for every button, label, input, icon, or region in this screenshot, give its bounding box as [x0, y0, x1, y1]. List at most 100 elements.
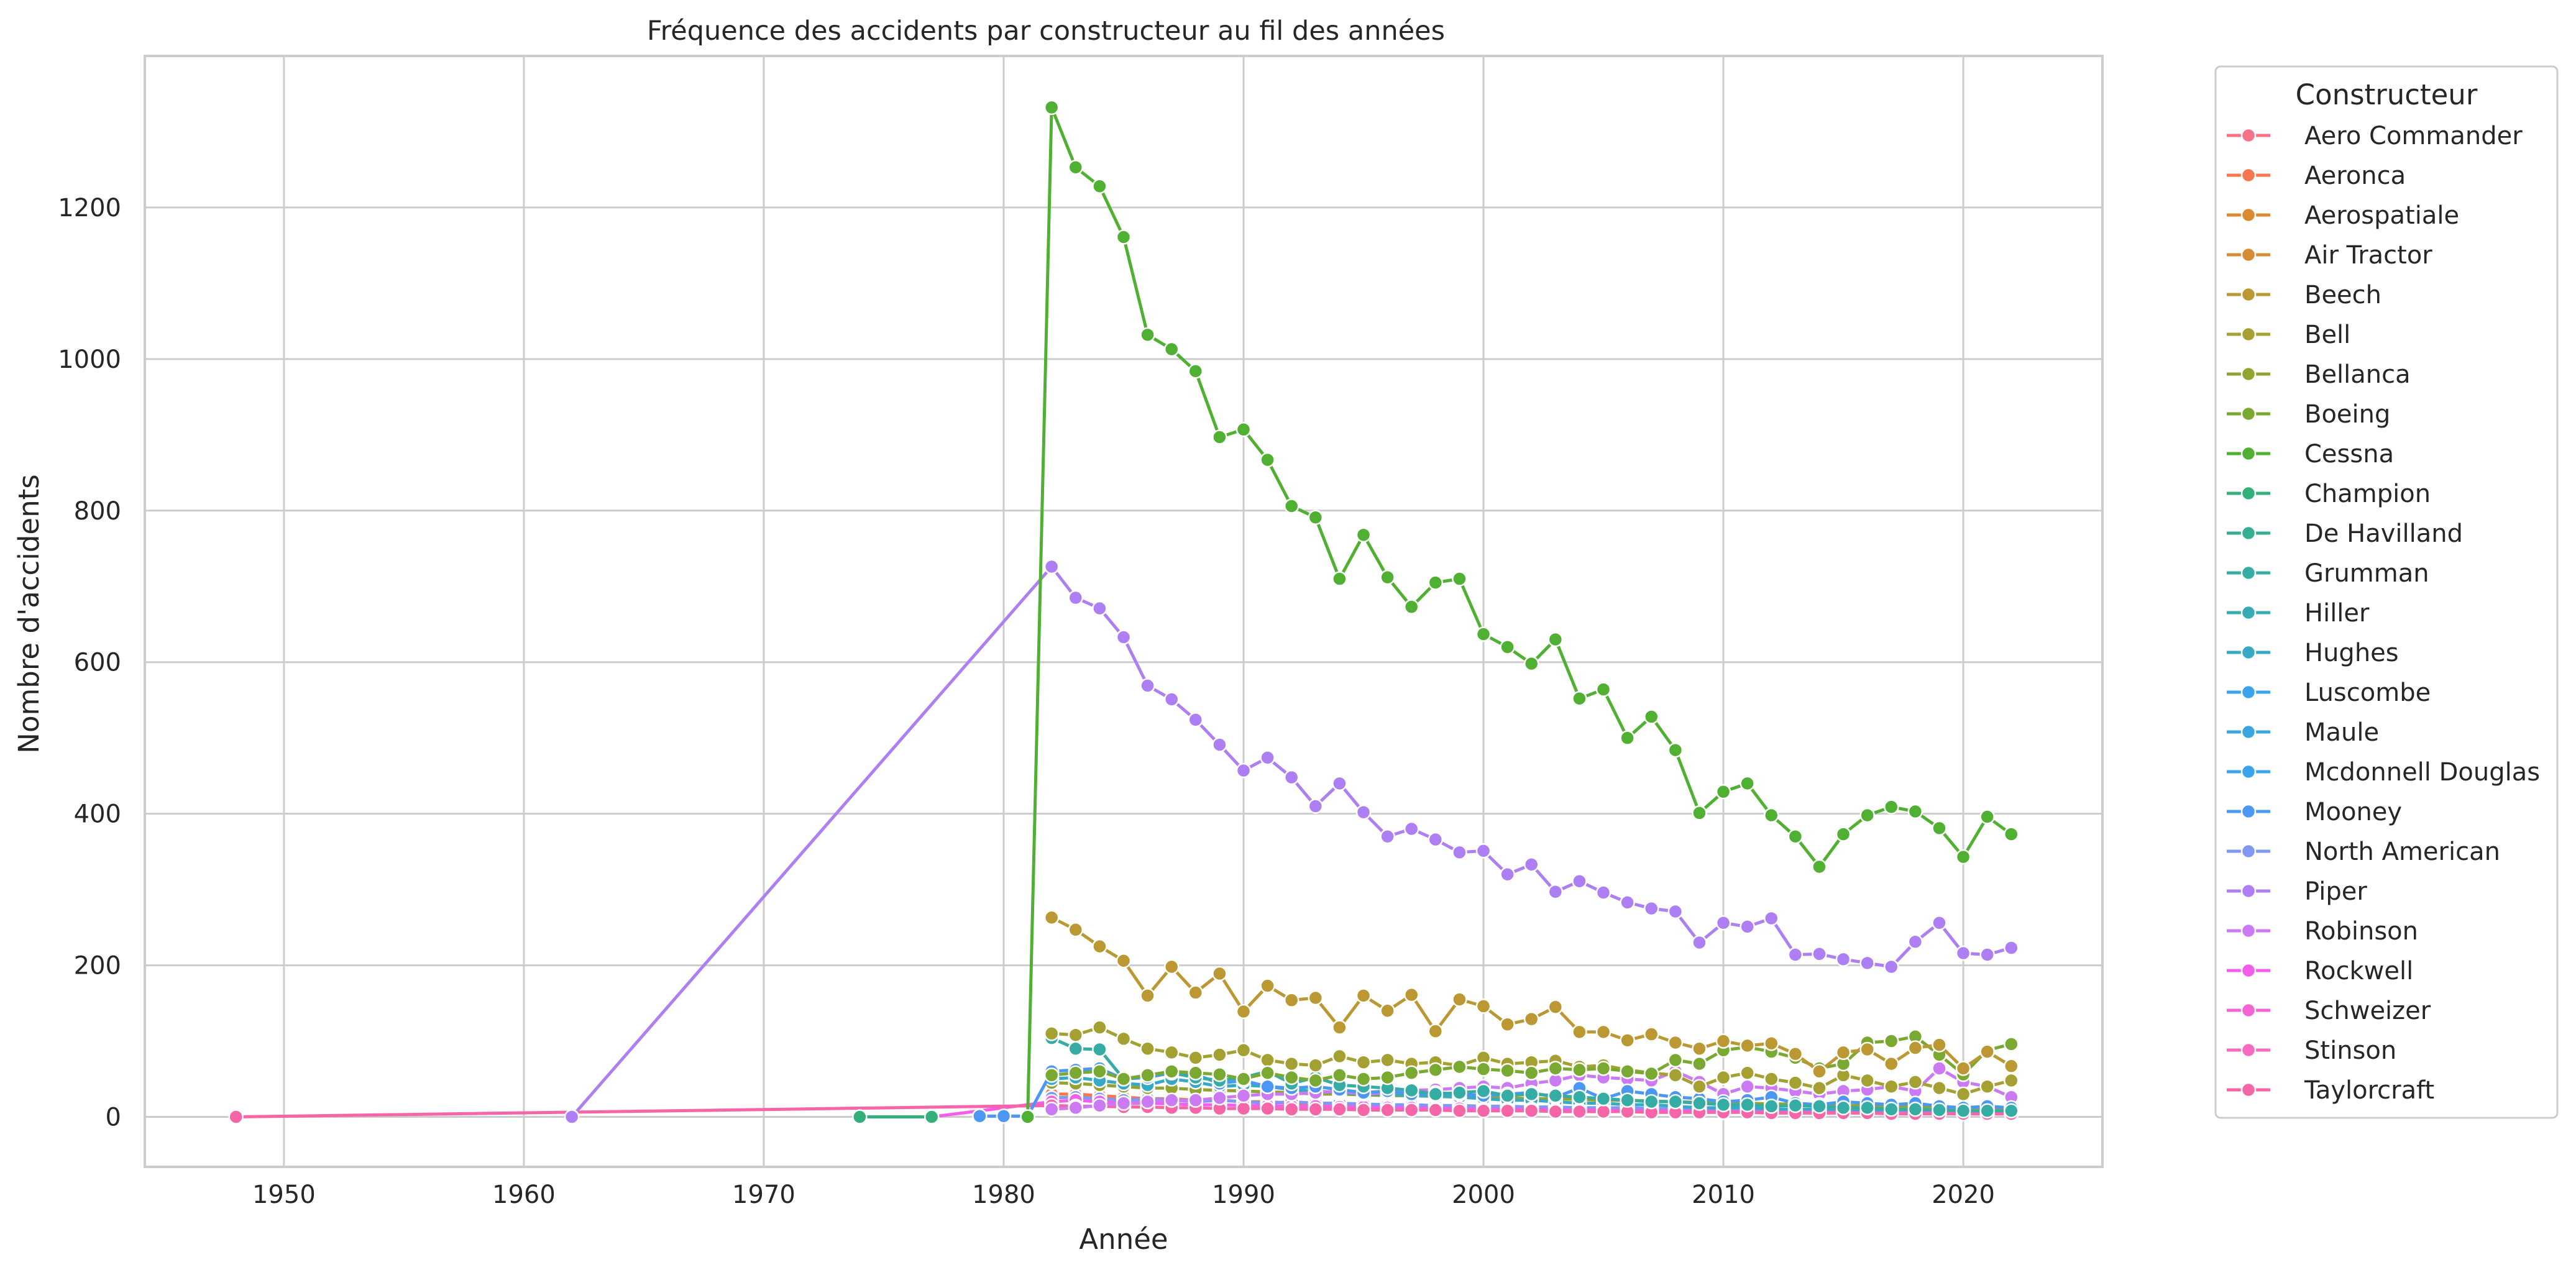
data-point [1068, 160, 1084, 175]
plot-area [145, 56, 2102, 1167]
data-point [1835, 1044, 1851, 1061]
data-point [1500, 639, 1515, 655]
data-point [1884, 1079, 1899, 1094]
data-point [1739, 1097, 1755, 1113]
data-point [1907, 1074, 1923, 1090]
data-point [1380, 828, 1395, 844]
data-point [1283, 498, 1299, 514]
data-point [1260, 1065, 1275, 1081]
series-beech [1043, 910, 2019, 1079]
data-point [1332, 571, 1347, 587]
data-point [1907, 1102, 1923, 1117]
data-point [1524, 1011, 1539, 1027]
legend-marker [2240, 883, 2257, 899]
data-point [1235, 422, 1252, 437]
data-point [1955, 1103, 1971, 1118]
data-point [1235, 1042, 1252, 1058]
data-point [1068, 590, 1084, 606]
legend-entry: North American [2227, 838, 2500, 866]
data-point [1715, 1033, 1731, 1049]
data-point [1955, 945, 1971, 961]
data-point [228, 1109, 244, 1125]
legend-marker [2240, 962, 2257, 979]
y-tick-label: 800 [74, 497, 121, 526]
data-point [1667, 1035, 1684, 1051]
legend-label: Mcdonnell Douglas [2304, 758, 2540, 787]
legend-entry: Mooney [2227, 798, 2402, 826]
data-point [1620, 1064, 1635, 1079]
data-point [1403, 1102, 1419, 1118]
data-point [1884, 1056, 1899, 1072]
data-point [1403, 987, 1419, 1003]
data-point [1500, 1088, 1515, 1104]
data-point [1116, 1071, 1132, 1087]
legend: Constructeur Aero Commander Aeronca Aerosp… [2214, 65, 2559, 1119]
data-point [1452, 1059, 1467, 1075]
data-point [1043, 910, 1060, 925]
x-tick-label: 2020 [1932, 1181, 1995, 1209]
data-point [1787, 1097, 1804, 1113]
legend-label: Piper [2304, 877, 2367, 906]
data-point [1355, 1071, 1372, 1087]
data-point [1547, 631, 1564, 647]
data-point [1667, 903, 1684, 920]
data-point [1644, 709, 1659, 724]
legend-marker [2240, 1002, 2257, 1018]
legend-marker [2240, 684, 2257, 700]
legend-label: Stinson [2304, 1036, 2396, 1065]
data-point [1859, 955, 1875, 971]
data-point [1332, 1102, 1347, 1117]
data-point [1620, 1092, 1635, 1108]
data-point [1235, 1100, 1252, 1117]
series-grumman [1043, 1030, 2019, 1118]
x-tick-label: 2000 [1452, 1181, 1515, 1209]
data-point [1140, 988, 1155, 1003]
data-point [1140, 1041, 1155, 1056]
data-point [2004, 826, 2019, 842]
data-point [1835, 1100, 1851, 1116]
data-point [1092, 1020, 1107, 1035]
data-point [1667, 1052, 1684, 1068]
data-point [924, 1109, 940, 1125]
legend-label: Schweizer [2304, 997, 2431, 1025]
data-point [1163, 1064, 1180, 1079]
legend-marker [2240, 565, 2257, 581]
data-point [1644, 1026, 1659, 1042]
data-point [1283, 769, 1299, 785]
data-point [1092, 600, 1107, 616]
legend-entry: Schweizer [2227, 997, 2431, 1025]
data-point [1260, 452, 1275, 468]
data-point [1428, 1102, 1444, 1118]
legend-marker [2240, 326, 2257, 342]
legend-label: Maule [2304, 718, 2379, 747]
data-point [1332, 1048, 1347, 1064]
data-point [1163, 959, 1180, 975]
x-tick-label: 2010 [1692, 1181, 1755, 1209]
data-point [1932, 915, 1947, 931]
legend-entry: Mcdonnell Douglas [2227, 758, 2540, 787]
data-point [1308, 798, 1324, 814]
data-point [1428, 831, 1444, 848]
legend-entry: Piper [2227, 877, 2367, 906]
legend-label: Bellanca [2304, 360, 2411, 389]
data-point [1452, 1103, 1467, 1118]
data-point [1068, 922, 1084, 938]
data-point [1547, 999, 1564, 1015]
data-point [1355, 804, 1372, 820]
data-point [1140, 1094, 1155, 1110]
data-point [1595, 1090, 1611, 1107]
data-point [1572, 1089, 1587, 1105]
legend-marker [2240, 1042, 2257, 1058]
data-point [1787, 947, 1804, 962]
data-point [1787, 828, 1804, 844]
data-point [1715, 1069, 1731, 1085]
legend-entry: De Havilland [2227, 519, 2463, 548]
data-point [1260, 978, 1275, 994]
data-point [1043, 99, 1060, 116]
data-point [1812, 859, 1827, 875]
legend-marker [2240, 923, 2257, 939]
data-point [1764, 910, 1779, 926]
x-tick-label: 1980 [972, 1181, 1035, 1209]
data-point [1932, 1037, 1947, 1053]
